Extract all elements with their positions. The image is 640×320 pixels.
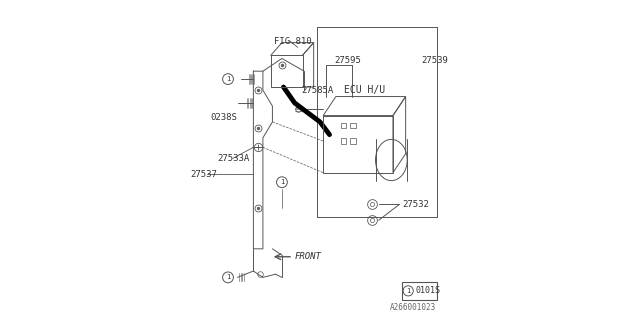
Bar [271,55,303,87]
Text: 27533A: 27533A [217,154,249,163]
Text: 27595: 27595 [334,56,361,65]
Text: A266001023: A266001023 [390,303,436,312]
Text: 0101S: 0101S [415,286,440,295]
Text: 1: 1 [226,76,230,82]
Bar [350,139,356,144]
Text: FRONT: FRONT [294,252,321,261]
Bar [403,282,437,300]
Bar [323,116,393,173]
Bar [340,123,346,128]
Bar [340,139,346,144]
Text: 1: 1 [226,274,230,280]
Text: 1: 1 [280,179,284,185]
Text: ECU H/U: ECU H/U [344,85,385,95]
Text: 0238S: 0238S [211,113,237,122]
Text: 27532: 27532 [403,200,429,209]
Text: FIG.810: FIG.810 [274,36,312,45]
Text: 27585A: 27585A [301,86,333,95]
Text: 1: 1 [406,288,410,294]
Text: 27537: 27537 [190,170,217,179]
Bar [350,123,356,128]
Text: 27539: 27539 [422,56,449,65]
